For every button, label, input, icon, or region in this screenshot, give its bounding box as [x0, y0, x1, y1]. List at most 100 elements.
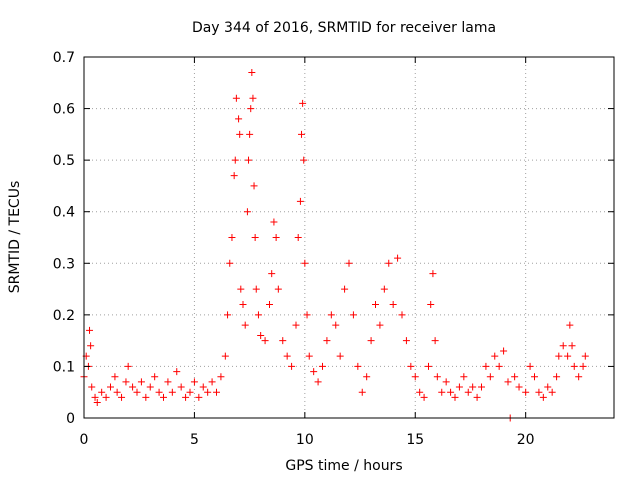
- data-point: [237, 285, 245, 293]
- data-point: [283, 352, 291, 360]
- data-point: [427, 301, 435, 309]
- data-point: [416, 388, 424, 396]
- data-point: [261, 337, 269, 345]
- data-point: [98, 388, 106, 396]
- data-point: [478, 383, 485, 391]
- data-point: [246, 130, 254, 138]
- data-point: [221, 352, 229, 360]
- data-point: [504, 378, 512, 386]
- x-tick-label: 20: [517, 432, 535, 448]
- chart-title: Day 344 of 2016, SRMTID for receiver lam…: [192, 20, 496, 36]
- data-point: [142, 393, 150, 401]
- data-point: [122, 378, 130, 386]
- data-point: [402, 337, 410, 345]
- data-point: [160, 393, 167, 401]
- data-point: [327, 311, 335, 319]
- data-point: [575, 373, 583, 381]
- data-point: [199, 383, 207, 391]
- data-points: [80, 68, 589, 422]
- data-point: [213, 388, 220, 396]
- data-point: [257, 331, 265, 339]
- x-axis-label: GPS time / hours: [285, 458, 402, 474]
- data-point: [345, 259, 353, 267]
- data-point: [268, 270, 276, 278]
- data-point: [526, 362, 534, 370]
- data-point: [363, 373, 371, 381]
- data-point: [249, 94, 257, 102]
- data-point: [486, 373, 494, 381]
- data-point: [451, 393, 459, 401]
- data-point: [204, 388, 212, 396]
- data-point: [358, 388, 366, 396]
- x-tick-label: 5: [190, 432, 199, 448]
- data-point: [570, 362, 578, 370]
- data-point: [298, 130, 306, 138]
- data-point: [173, 368, 181, 376]
- data-point: [251, 234, 259, 241]
- data-point: [455, 383, 463, 391]
- data-point: [168, 388, 176, 396]
- data-point: [522, 388, 530, 396]
- data-point: [442, 378, 450, 386]
- data-point: [429, 270, 437, 278]
- data-point: [235, 115, 243, 123]
- data-point: [303, 311, 311, 319]
- data-point: [248, 68, 256, 76]
- data-point: [266, 301, 273, 309]
- data-point: [146, 383, 154, 391]
- data-point: [232, 94, 240, 102]
- data-point: [288, 362, 296, 370]
- data-point: [314, 378, 322, 386]
- data-point: [300, 156, 308, 164]
- data-point: [495, 362, 503, 370]
- data-point: [539, 393, 547, 401]
- data-point: [548, 388, 556, 396]
- data-point: [231, 156, 239, 164]
- data-point: [177, 383, 185, 391]
- data-point: [241, 321, 249, 329]
- data-point: [531, 373, 538, 381]
- data-point: [155, 388, 163, 396]
- data-point: [407, 362, 415, 370]
- data-point: [376, 321, 384, 329]
- data-point: [500, 347, 508, 355]
- data-point: [254, 311, 262, 319]
- data-point: [559, 342, 567, 350]
- data-point: [93, 399, 101, 407]
- data-point: [86, 326, 94, 334]
- data-point: [349, 311, 357, 319]
- data-point: [91, 393, 99, 401]
- data-point: [438, 388, 446, 396]
- data-point: [230, 172, 238, 180]
- data-point: [274, 285, 282, 293]
- y-tick-label: 0.6: [53, 102, 75, 118]
- data-point: [247, 105, 255, 113]
- data-point: [129, 383, 137, 391]
- data-point: [433, 373, 441, 381]
- data-point: [460, 373, 468, 381]
- data-point: [310, 368, 318, 376]
- plot-frame: [83, 56, 615, 419]
- data-point: [252, 285, 260, 293]
- x-tick-label: 10: [296, 432, 314, 448]
- data-point: [299, 99, 307, 107]
- data-point: [250, 182, 258, 190]
- data-point: [279, 337, 287, 345]
- data-point: [186, 388, 194, 396]
- data-point: [236, 130, 244, 138]
- data-point: [208, 378, 216, 386]
- data-point: [272, 234, 280, 241]
- data-point: [473, 393, 481, 401]
- data-point: [87, 342, 95, 350]
- data-point: [389, 301, 397, 309]
- data-point: [296, 197, 304, 205]
- data-point: [425, 362, 432, 370]
- data-point: [385, 259, 393, 267]
- data-point: [564, 352, 572, 360]
- data-point: [301, 259, 309, 267]
- data-point: [270, 218, 278, 226]
- data-point: [515, 383, 523, 391]
- y-ticks: 0 0.1 0.2 0.3 0.4 0.5 0.6 0.7: [53, 50, 614, 427]
- data-point: [305, 352, 313, 360]
- data-point: [372, 301, 379, 309]
